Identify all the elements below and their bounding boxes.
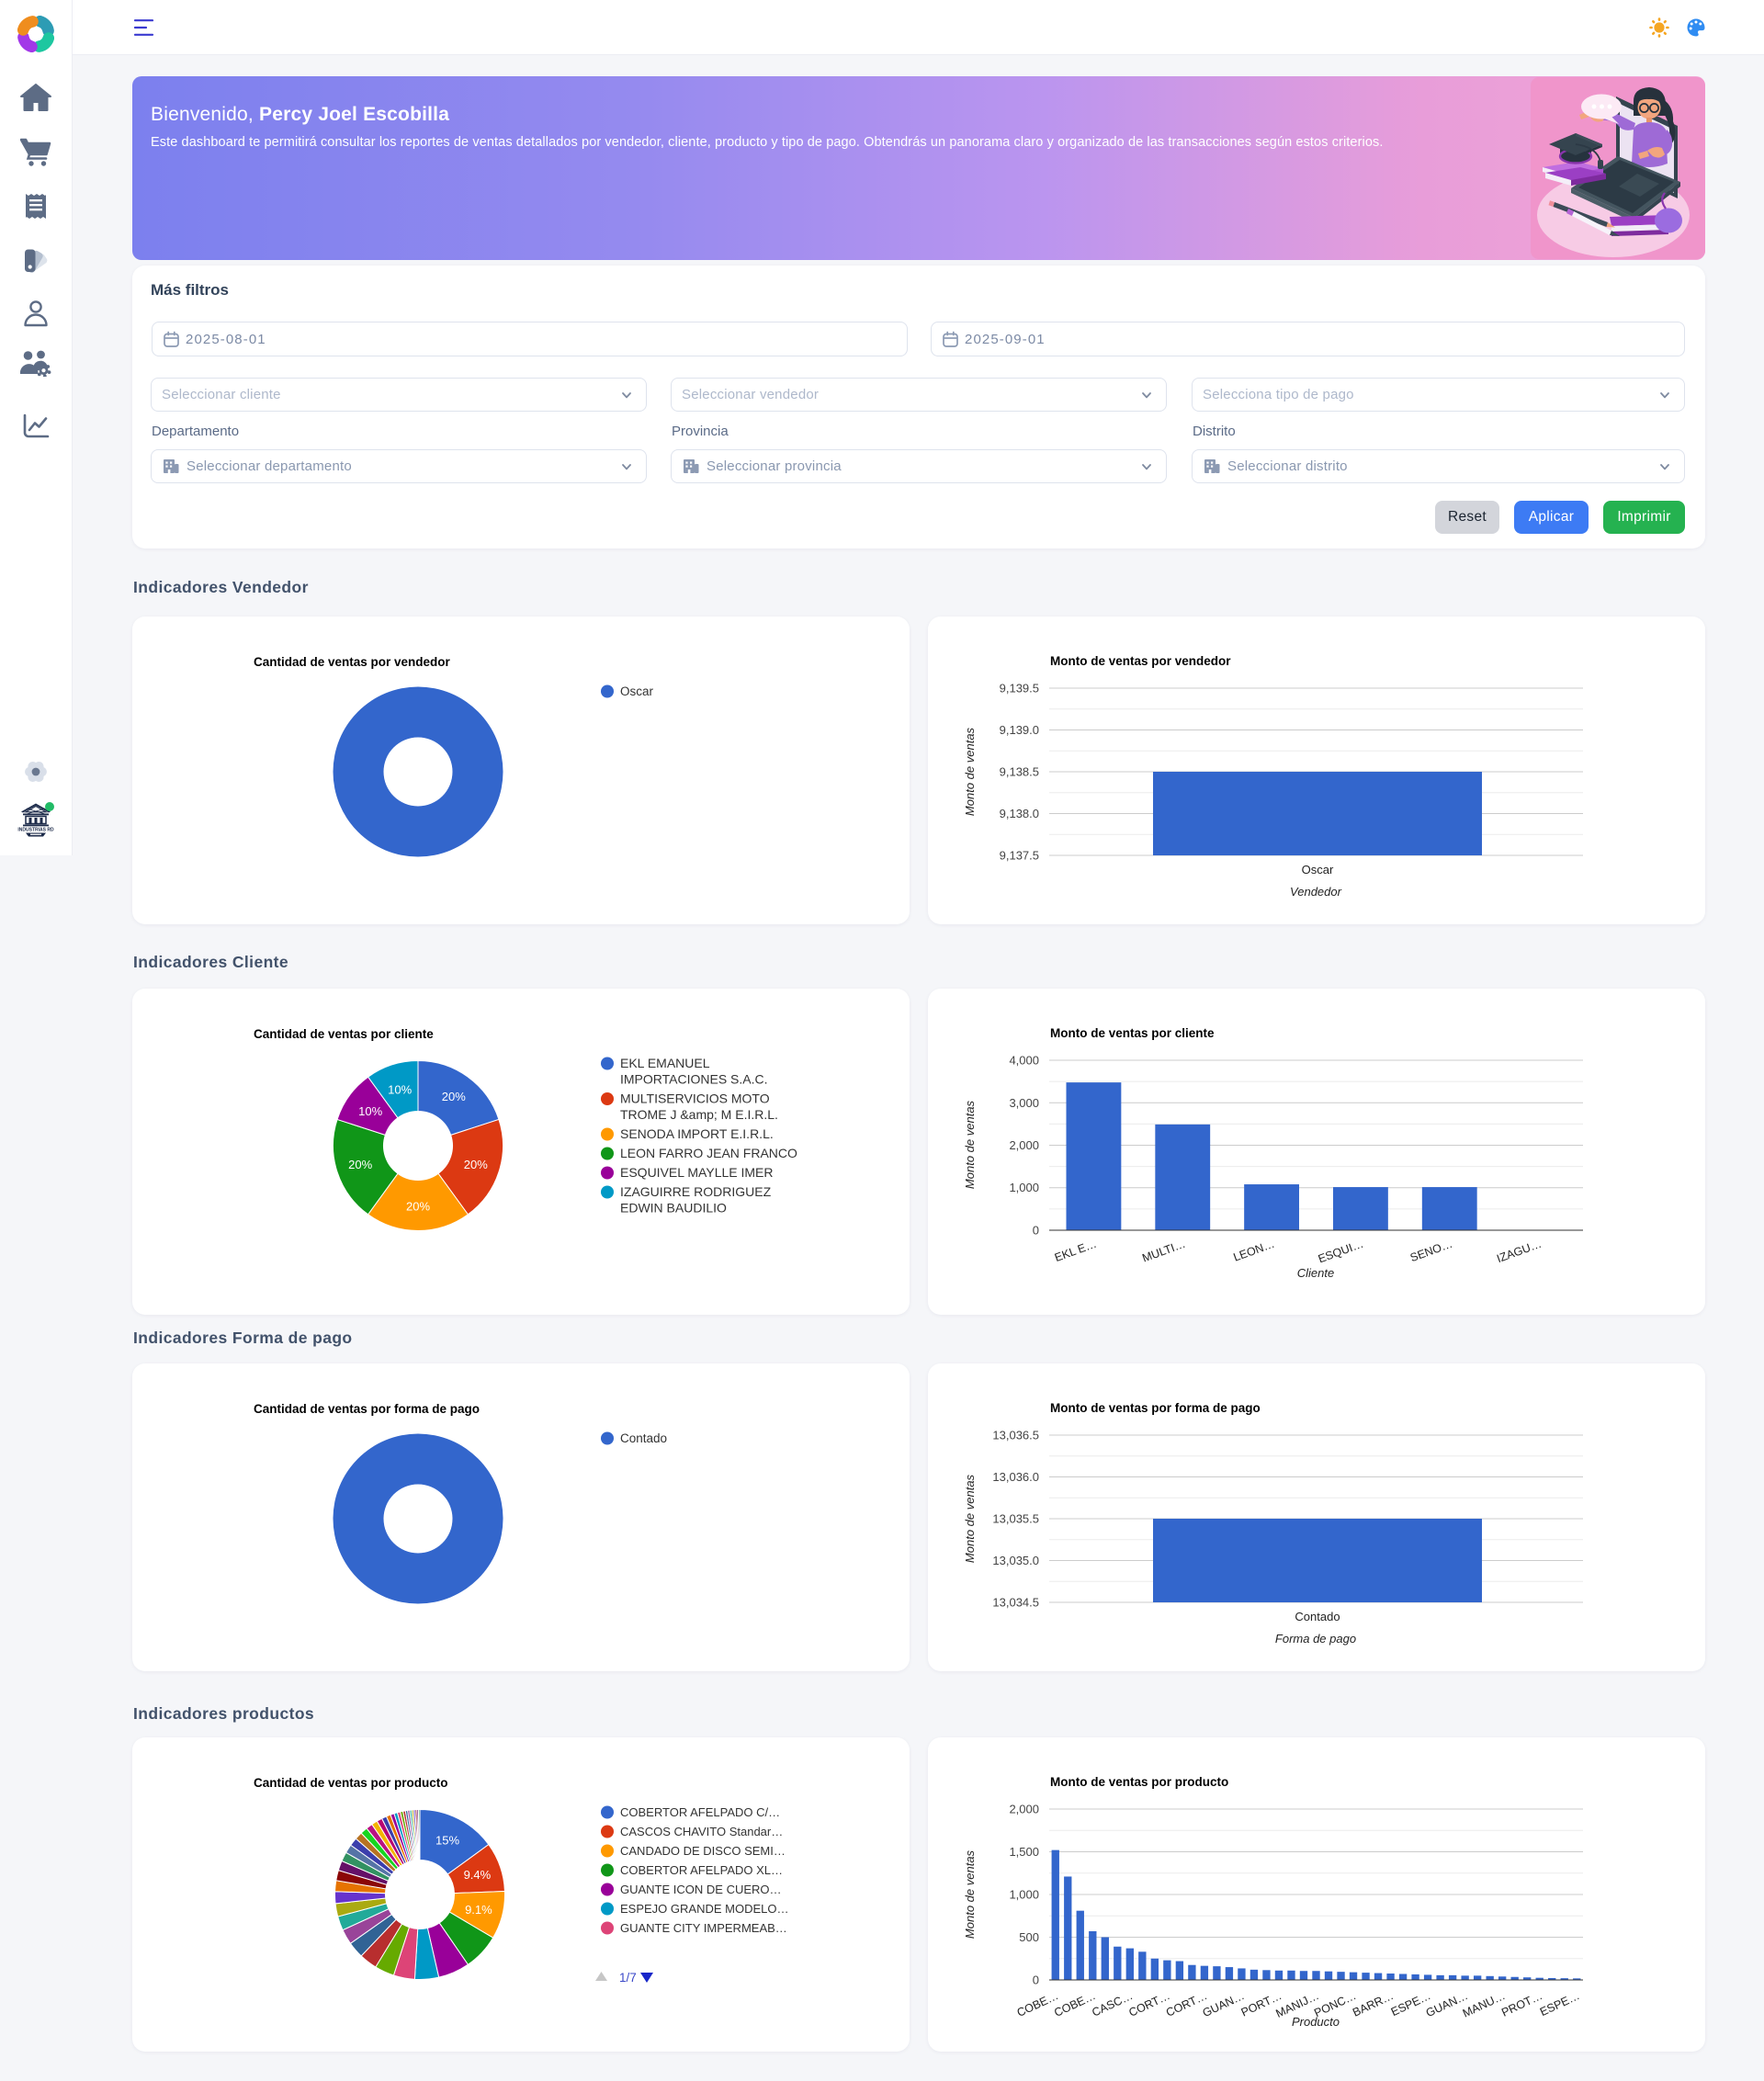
svg-text:13,034.5: 13,034.5	[992, 1596, 1039, 1610]
svg-text:1,000: 1,000	[1009, 1181, 1039, 1194]
svg-text:EKL EMANUEL: EKL EMANUEL	[620, 1056, 710, 1070]
svg-text:10%: 10%	[388, 1083, 412, 1097]
svg-text:Monto de ventas: Monto de ventas	[963, 727, 977, 816]
svg-text:ESPEJO GRANDE MODELO…: ESPEJO GRANDE MODELO…	[620, 1902, 788, 1916]
svg-text:BARR…: BARR…	[1351, 1989, 1396, 2019]
svg-text:COBERTOR AFELPADO XL…: COBERTOR AFELPADO XL…	[620, 1863, 783, 1877]
svg-text:13,035.0: 13,035.0	[992, 1554, 1039, 1567]
svg-text:IZAGUIRRE RODRIGUEZ: IZAGUIRRE RODRIGUEZ	[620, 1184, 772, 1199]
svg-text:Monto de ventas: Monto de ventas	[963, 1474, 977, 1563]
svg-text:EKL E…: EKL E…	[1053, 1238, 1098, 1264]
svg-text:20%: 20%	[348, 1158, 372, 1171]
svg-text:IMPORTACIONES S.A.C.: IMPORTACIONES S.A.C.	[620, 1072, 768, 1087]
svg-text:10%: 10%	[358, 1104, 382, 1118]
svg-text:ESPE…: ESPE…	[1538, 1989, 1581, 2019]
svg-text:20%: 20%	[464, 1158, 488, 1171]
svg-text:PROT…: PROT…	[1499, 1989, 1544, 2019]
svg-text:CASC…: CASC…	[1090, 1989, 1135, 2019]
svg-text:IZAGU…: IZAGU…	[1495, 1238, 1543, 1265]
svg-text:1,500: 1,500	[1009, 1845, 1039, 1859]
svg-text:9.4%: 9.4%	[464, 1868, 492, 1882]
svg-text:GUANTE ICON DE CUERO…: GUANTE ICON DE CUERO…	[620, 1883, 782, 1896]
svg-text:15%: 15%	[435, 1834, 459, 1848]
svg-text:20%: 20%	[406, 1200, 430, 1214]
svg-text:13,036.5: 13,036.5	[992, 1429, 1039, 1442]
svg-text:GUANTE CITY IMPERMEAB…: GUANTE CITY IMPERMEAB…	[620, 1921, 787, 1935]
svg-text:Contado: Contado	[620, 1431, 667, 1445]
svg-text:0: 0	[1033, 1974, 1039, 1987]
svg-text:Contado: Contado	[1295, 1610, 1340, 1623]
svg-text:Cantidad de ventas por forma d: Cantidad de ventas por forma de pago	[254, 1402, 480, 1416]
svg-text:9.1%: 9.1%	[465, 1903, 492, 1917]
svg-text:3,000: 3,000	[1009, 1096, 1039, 1110]
svg-text:2,000: 2,000	[1009, 1138, 1039, 1152]
svg-text:Monto de ventas por vendedor: Monto de ventas por vendedor	[1050, 654, 1231, 668]
svg-text:MULTISERVICIOS MOTO: MULTISERVICIOS MOTO	[620, 1091, 770, 1106]
svg-text:1,000: 1,000	[1009, 1888, 1039, 1902]
svg-text:MANU…: MANU…	[1461, 1989, 1508, 2020]
svg-text:9,139.5: 9,139.5	[1000, 682, 1039, 696]
svg-text:0: 0	[1033, 1224, 1039, 1238]
svg-text:ESQUIVEL MAYLLE IMER: ESQUIVEL MAYLLE IMER	[620, 1165, 774, 1180]
svg-text:13,035.5: 13,035.5	[992, 1512, 1039, 1526]
svg-text:GUAN…: GUAN…	[1201, 1989, 1247, 2019]
svg-text:INDUSTRIAS RD: INDUSTRIAS RD	[17, 828, 54, 833]
svg-text:Monto de ventas por producto: Monto de ventas por producto	[1050, 1775, 1228, 1789]
svg-text:9,138.0: 9,138.0	[1000, 807, 1039, 820]
svg-text:Cliente: Cliente	[1297, 1266, 1334, 1280]
svg-text:Cantidad de ventas por vendedo: Cantidad de ventas por vendedor	[254, 655, 451, 669]
svg-text:9,137.5: 9,137.5	[1000, 849, 1039, 863]
svg-text:Forma de pago: Forma de pago	[1275, 1632, 1356, 1646]
svg-text:EDWIN BAUDILIO: EDWIN BAUDILIO	[620, 1201, 727, 1216]
svg-text:13,036.0: 13,036.0	[992, 1470, 1039, 1484]
svg-text:CASCOS CHAVITO Standar…: CASCOS CHAVITO Standar…	[620, 1825, 783, 1838]
svg-text:Monto de ventas por forma de p: Monto de ventas por forma de pago	[1050, 1401, 1261, 1415]
svg-text:4,000: 4,000	[1009, 1054, 1039, 1068]
svg-text:SENODA IMPORT E.I.R.L.: SENODA IMPORT E.I.R.L.	[620, 1126, 774, 1141]
svg-text:CORT…: CORT…	[1127, 1989, 1172, 2019]
svg-text:LEON FARRO JEAN FRANCO: LEON FARRO JEAN FRANCO	[620, 1146, 797, 1160]
svg-text:Oscar: Oscar	[1302, 863, 1334, 877]
svg-text:LEON…: LEON…	[1232, 1238, 1277, 1264]
svg-text:Monto de ventas por cliente: Monto de ventas por cliente	[1050, 1026, 1215, 1040]
svg-text:CORT…: CORT…	[1164, 1989, 1209, 2019]
svg-text:COBE…: COBE…	[1015, 1989, 1060, 2019]
svg-text:COBE…: COBE…	[1052, 1989, 1097, 2019]
svg-text:Monto de ventas: Monto de ventas	[963, 1100, 977, 1189]
svg-text:Cantidad de ventas por product: Cantidad de ventas por producto	[254, 1776, 448, 1790]
svg-text:COBERTOR AFELPADO C/…: COBERTOR AFELPADO C/…	[620, 1805, 780, 1819]
svg-text:CANDADO DE DISCO SEMI…: CANDADO DE DISCO SEMI…	[620, 1844, 786, 1858]
svg-text:9,139.0: 9,139.0	[1000, 723, 1039, 737]
svg-text:2,000: 2,000	[1009, 1803, 1039, 1816]
svg-text:Producto: Producto	[1292, 2015, 1340, 2029]
svg-text:Monto de ventas: Monto de ventas	[963, 1849, 977, 1939]
svg-text:TROME J &amp; M E.I.R.L.: TROME J &amp; M E.I.R.L.	[620, 1107, 778, 1122]
svg-text:MULTI…: MULTI…	[1140, 1238, 1187, 1265]
svg-text:Oscar: Oscar	[620, 684, 654, 698]
svg-text:Vendedor: Vendedor	[1290, 885, 1342, 899]
svg-text:500: 500	[1019, 1930, 1039, 1944]
svg-text:Cantidad de ventas por cliente: Cantidad de ventas por cliente	[254, 1027, 434, 1041]
svg-text:SENO…: SENO…	[1408, 1238, 1454, 1265]
svg-text:ESQUI…: ESQUI…	[1317, 1238, 1365, 1266]
svg-text:9,138.5: 9,138.5	[1000, 765, 1039, 779]
svg-text:1/7: 1/7	[619, 1971, 637, 1985]
svg-text:20%: 20%	[442, 1090, 466, 1103]
